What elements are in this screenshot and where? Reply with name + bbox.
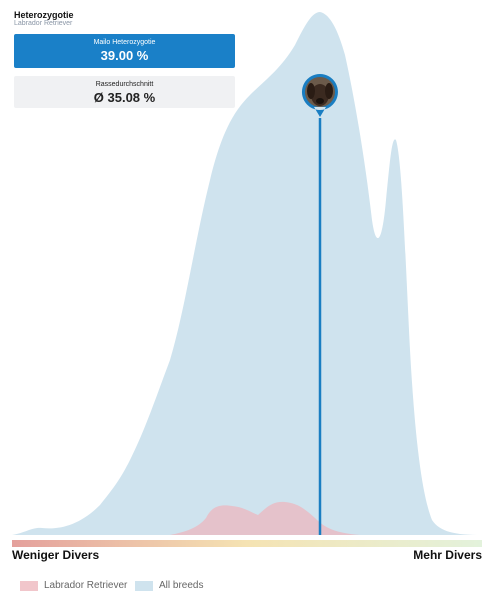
legend-label: Labrador Retriever xyxy=(44,580,128,591)
legend-label: All breeds xyxy=(159,580,204,591)
labrador-area xyxy=(170,501,360,535)
dog-card: Mailo Heterozygotie 39.00 % xyxy=(14,34,235,68)
legend-swatch xyxy=(135,580,153,591)
scale-right-label: Mehr Divers xyxy=(413,548,482,562)
diversity-scale-bar xyxy=(12,540,482,547)
all-breeds-area xyxy=(12,12,482,535)
card-label: Rassedurchschnitt xyxy=(95,81,154,88)
card-value: Ø 35.08 % xyxy=(93,90,156,105)
legend-item: Labrador Retriever xyxy=(20,580,127,591)
dog-avatar xyxy=(305,77,335,107)
legend-swatch xyxy=(20,580,38,591)
card-label: Mailo Heterozygotie xyxy=(93,39,156,46)
legend-item: All breeds xyxy=(135,580,203,591)
section-subtitle: Labrador Retriever xyxy=(14,20,73,27)
scale-left-label: Weniger Divers xyxy=(12,548,100,562)
section-title: Heterozygotie xyxy=(14,10,74,20)
breed-card: Rassedurchschnitt Ø 35.08 % xyxy=(14,76,235,108)
card-value: 39.00 % xyxy=(100,48,149,63)
